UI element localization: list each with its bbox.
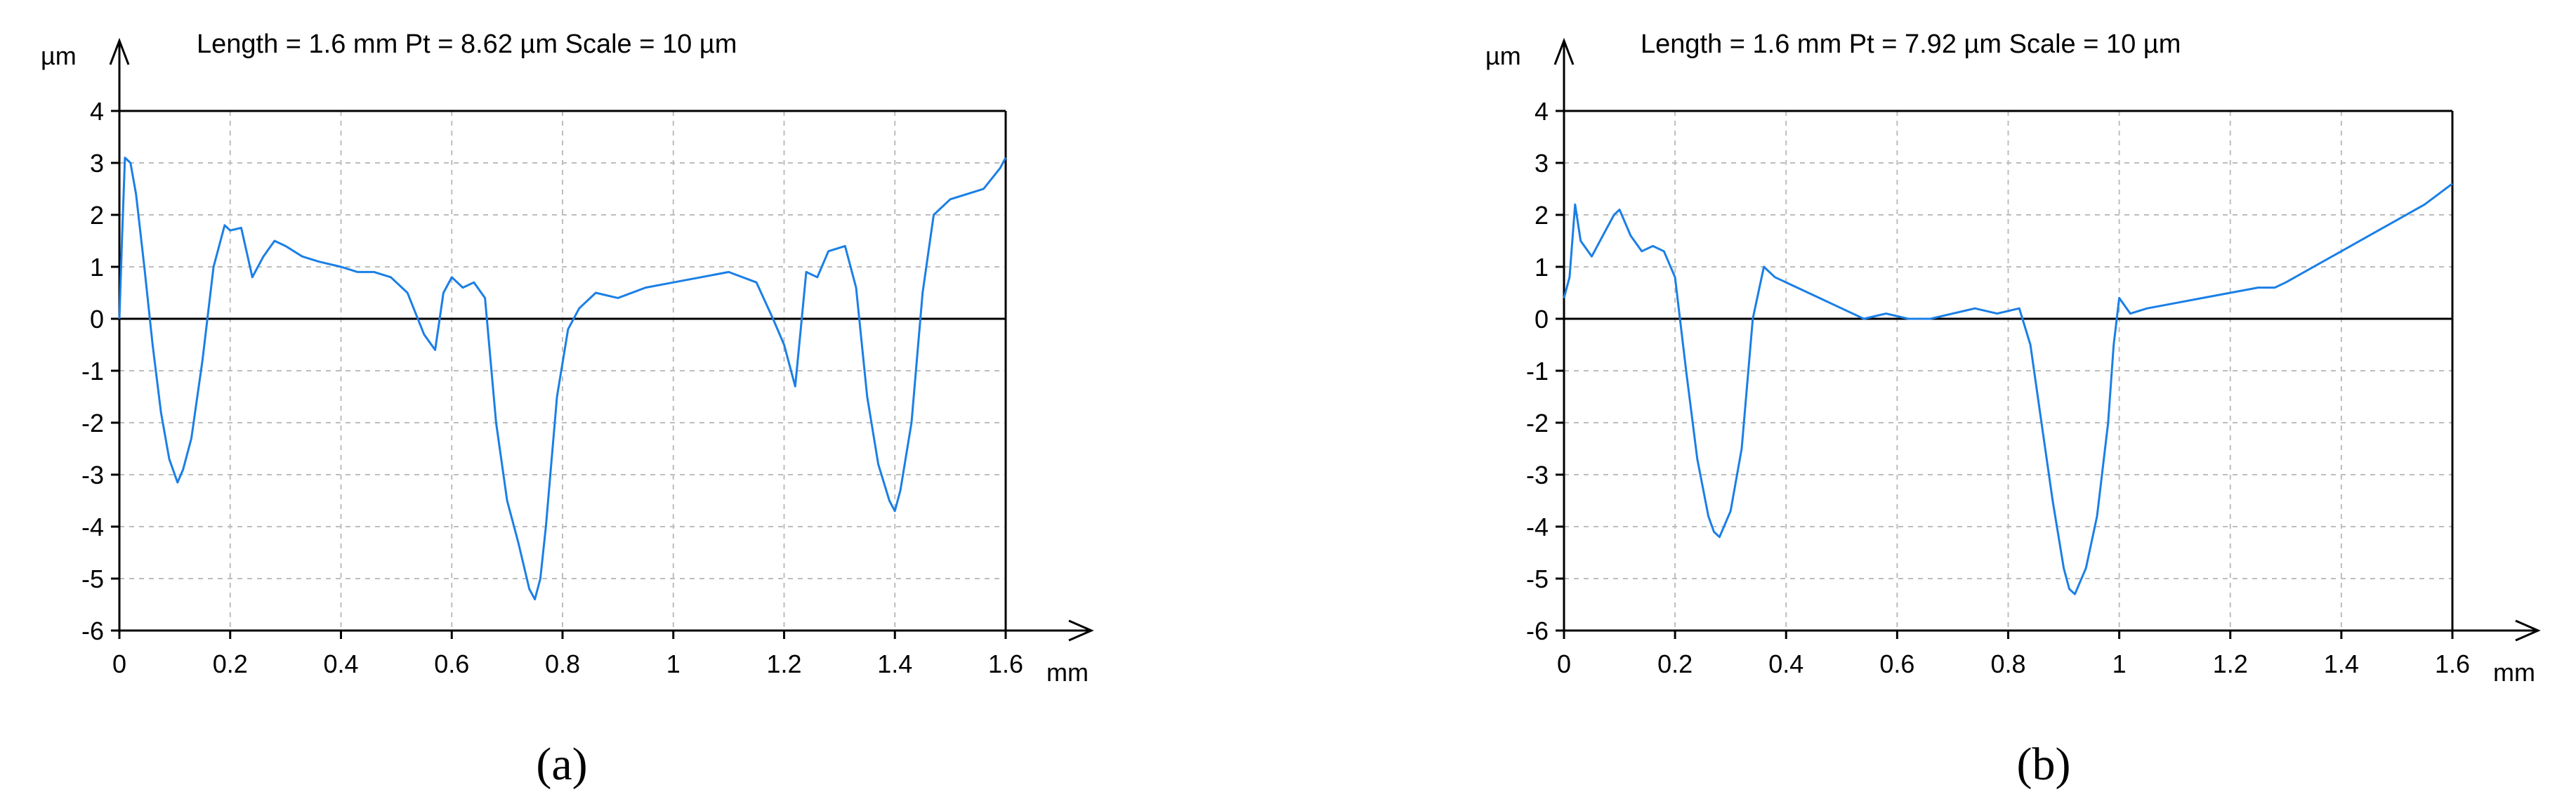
chart-b-y-tick-label: 2	[1535, 201, 1549, 230]
chart-b-x-tick-label: 1.4	[2324, 650, 2359, 678]
chart-a-ylabel: µm	[41, 41, 77, 70]
chart-a-x-tick-label: 0.6	[434, 650, 469, 678]
chart-b-y-tick-label: -3	[1526, 461, 1549, 489]
chart-a-y-tick-label: 3	[90, 149, 104, 178]
chart-a-y-tick-label: -4	[81, 513, 104, 541]
chart-a: Length = 1.6 mm Pt = 8.62 µm Scale = 10 …	[41, 29, 1094, 790]
chart-a-y-tick-label: -2	[81, 409, 104, 437]
chart-a-x-tick-label: 1	[666, 650, 681, 678]
chart-a-x-tick-label: 1.4	[877, 650, 912, 678]
chart-a-y-tick-label: -5	[81, 565, 104, 593]
chart-a-title: Length = 1.6 mm Pt = 8.62 µm Scale = 10 …	[197, 29, 737, 59]
chart-b-profile-line	[1563, 183, 2453, 595]
chart-a-x-tick-label: 1.2	[766, 650, 801, 678]
chart-b-y-tick-label: -1	[1526, 357, 1549, 385]
chart-b-x-tick-label: 1.2	[2213, 650, 2248, 678]
chart-a-y-tick-label: -3	[81, 461, 104, 489]
chart-a-profile-line	[118, 157, 1007, 601]
chart-a-x-tick-label: 1.6	[988, 650, 1023, 678]
chart-a-y-tick-label: 2	[90, 201, 104, 230]
chart-b-y-tick-label: -4	[1526, 513, 1549, 541]
chart-b-y-tick-label: 0	[1535, 305, 1549, 334]
chart-b-x-tick-label: 0.2	[1657, 650, 1693, 678]
chart-b-x-axis-arrow	[2515, 619, 2541, 642]
chart-a-y-tick-label: 1	[90, 253, 104, 282]
chart-a-y-tick-label: -6	[81, 617, 104, 645]
chart-b-x-tick-label: 0.4	[1768, 650, 1803, 678]
chart-a-x-tick-label: 0.2	[213, 650, 248, 678]
chart-b-y-tick-label: -2	[1526, 409, 1549, 437]
chart-b-ylabel: µm	[1485, 41, 1521, 70]
chart-b-xlabel: mm	[2493, 658, 2535, 687]
chart-a-y-tick-label: -1	[81, 357, 104, 385]
chart-b-title: Length = 1.6 mm Pt = 7.92 µm Scale = 10 …	[1641, 29, 2181, 59]
chart-a-y-tick-label: 4	[90, 97, 104, 126]
chart-a-x-tick-label: 0	[112, 650, 126, 678]
chart-b-y-axis-arrow	[1553, 37, 1575, 65]
chart-b-y-tick-label: -5	[1526, 565, 1549, 593]
chart-a-y-axis-arrow	[109, 37, 130, 65]
chart-b-x-tick-label: 0.8	[1990, 650, 2025, 678]
chart-b-x-tick-label: 1	[2112, 650, 2127, 678]
chart-a-caption: (a)	[536, 739, 587, 790]
chart-a-y-tick-label: 0	[90, 305, 104, 334]
chart-b-y-tick-label: 4	[1535, 97, 1549, 126]
chart-a-x-axis-arrow	[1068, 619, 1094, 642]
chart-b-x-tick-label: 0.6	[1879, 650, 1914, 678]
chart-b-x-tick-label: 0	[1557, 650, 1571, 678]
chart-b-y-tick-label: 3	[1535, 149, 1549, 178]
chart-b-caption: (b)	[2017, 739, 2071, 790]
chart-b-y-tick-label: -6	[1526, 617, 1549, 645]
chart-b-y-tick-label: 1	[1535, 253, 1549, 282]
chart-b-x-tick-label: 1.6	[2435, 650, 2470, 678]
chart-a-x-tick-label: 0.4	[323, 650, 358, 678]
chart-a-xlabel: mm	[1046, 658, 1089, 687]
chart-b: Length = 1.6 mm Pt = 7.92 µm Scale = 10 …	[1485, 29, 2541, 790]
chart-a-x-tick-label: 0.8	[545, 650, 580, 678]
